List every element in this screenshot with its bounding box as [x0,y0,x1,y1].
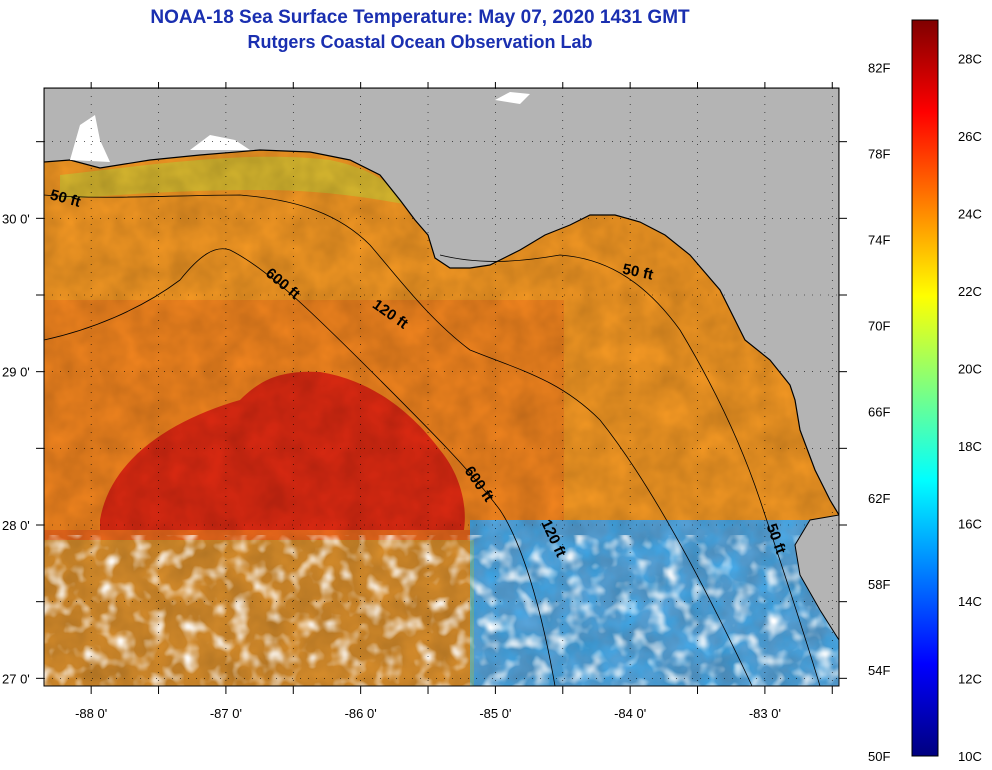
colorbar-celsius-label: 18C [958,439,982,454]
lat-tick-label: 29 0' [2,365,30,380]
lat-tick-label: 30 0' [2,211,30,226]
lon-tick-label: -84 0' [614,706,646,721]
colorbar-celsius-label: 20C [958,362,982,377]
lon-tick-label: -87 0' [210,706,242,721]
contour-120ft [44,194,753,686]
colorbar-labels: 28C 26C 24C 22C 20C 18C 16C 14C 12C 10C 82F 78F 74F 7… [868,52,982,764]
lat-tick-label: 27 0' [2,671,30,686]
contour-600ft [44,248,556,686]
map-subtitle: Rutgers Coastal Ocean Observation Lab [247,32,593,52]
colorbar-celsius-label: 14C [958,594,982,609]
colorbar-fahrenheit-label: 66F [868,405,890,420]
contour-depth-label: 50 ft [621,261,655,284]
lon-tick-label: -83 0' [749,706,781,721]
colorbar-fahrenheit-label: 62F [868,491,890,506]
colorbar-fahrenheit-label: 54F [868,663,890,678]
colorbar-fahrenheit-label: 78F [868,146,890,161]
colorbar-fahrenheit-label: 70F [868,319,890,334]
colorbar-celsius-label: 28C [958,52,982,67]
lon-tick-label: -88 0' [75,706,107,721]
cloud-cover [44,535,839,686]
colorbar-fahrenheit-label: 74F [868,233,890,248]
axis-ticks: -88 0' -87 0' -86 0' -85 0' -84 0' -83 0' 27 0… [2,82,847,721]
lon-tick-label: -86 0' [345,706,377,721]
lat-tick-label: 28 0' [2,518,30,533]
colorbar-fahrenheit-label: 58F [868,577,890,592]
lon-tick-label: -85 0' [479,706,511,721]
map-title: NOAA-18 Sea Surface Temperature: May 07,… [150,7,690,28]
colorbar-celsius-label: 10C [958,749,982,764]
colorbar-celsius-label: 12C [958,672,982,687]
contour-50ft [439,254,821,686]
colorbar [911,19,939,757]
colorbar-celsius-label: 26C [958,129,982,144]
colorbar-fahrenheit-label: 82F [868,60,890,75]
colorbar-celsius-label: 24C [958,207,982,222]
colorbar-celsius-label: 22C [958,284,982,299]
colorbar-fahrenheit-label: 50F [868,749,890,764]
colorbar-celsius-label: 16C [958,517,982,532]
map-frame [43,87,840,687]
land-mass [44,88,839,517]
